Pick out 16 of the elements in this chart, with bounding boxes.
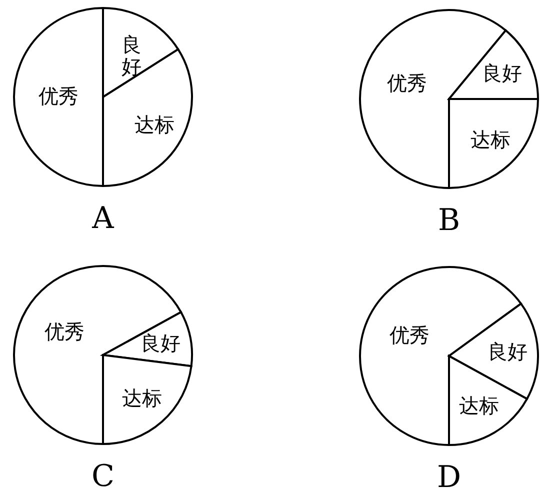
slice-label: 良好 [482, 60, 522, 85]
slice-label: 良好 [488, 339, 528, 364]
slice-label: 良好 [140, 330, 181, 355]
text: D [436, 460, 462, 491]
slice-label: 达标 [470, 128, 511, 152]
slice-label: 良好 [121, 32, 142, 79]
slice-label: 达标 [122, 386, 162, 410]
slice-label: 优秀 [38, 84, 78, 108]
slice-label: 优秀 [389, 322, 430, 347]
slice-label: 优秀 [387, 70, 428, 95]
slice-label: 达标 [458, 394, 499, 418]
text: C [92, 459, 114, 491]
slice-label: 达标 [134, 112, 174, 136]
text: B [438, 203, 460, 238]
text: A [91, 201, 114, 236]
slice-label: 优秀 [44, 319, 85, 344]
